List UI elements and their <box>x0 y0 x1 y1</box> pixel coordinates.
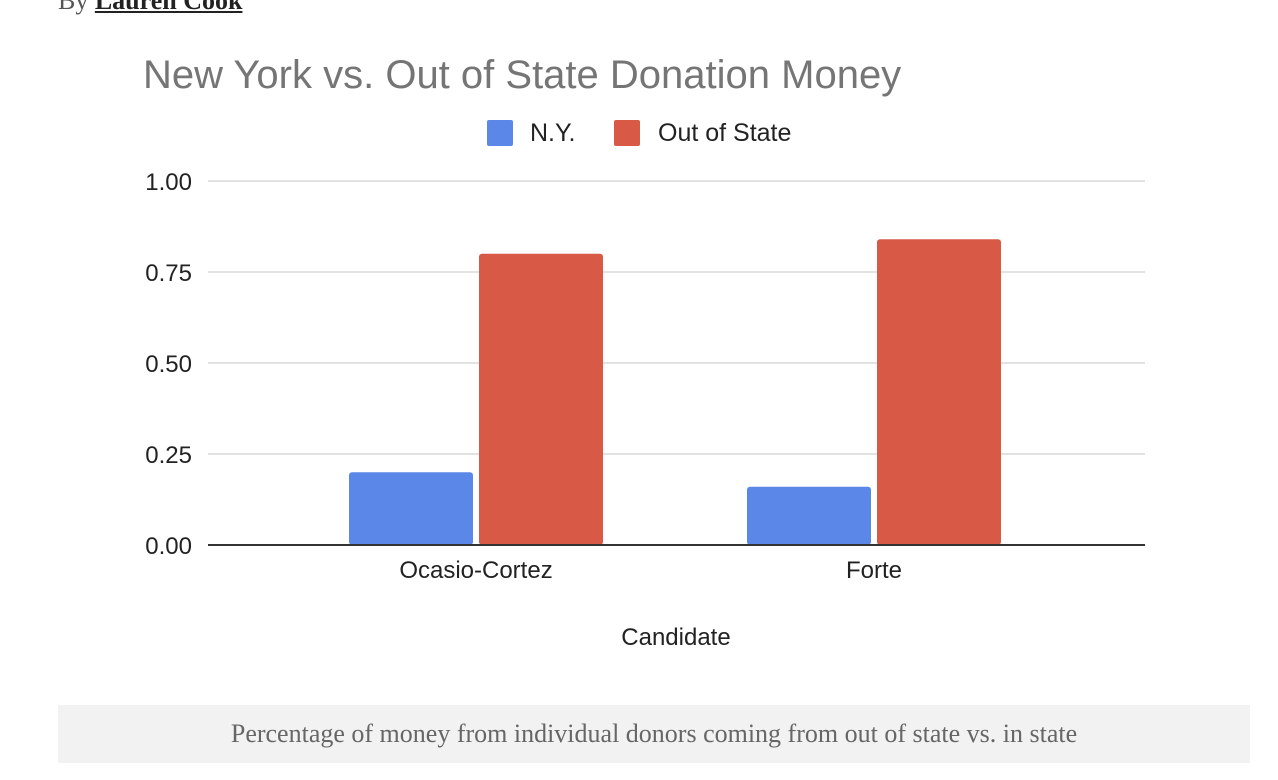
legend-swatch-ny <box>487 120 513 146</box>
bars <box>349 239 1001 546</box>
bar-ny-0 <box>349 472 473 545</box>
x-tick-label: Forte <box>846 557 902 584</box>
legend-swatch-out-of-state <box>614 120 640 146</box>
byline: By Lauren Cook <box>58 0 242 16</box>
gridlines <box>208 180 1145 455</box>
chart-container: New York vs. Out of State Donation Money… <box>143 53 1145 651</box>
y-tick-label: 0.75 <box>145 260 192 287</box>
legend-label-ny: N.Y. <box>530 119 575 147</box>
chart-title: New York vs. Out of State Donation Money <box>143 53 901 97</box>
author-link[interactable]: Lauren Cook <box>94 0 243 15</box>
bar-out-of-state-0 <box>479 253 603 546</box>
legend-label-out-of-state: Out of State <box>658 119 791 147</box>
bar-out-of-state-1 <box>877 239 1001 546</box>
y-tick-label: 1.00 <box>145 169 192 196</box>
chart-legend: N.Y. Out of State <box>487 119 791 147</box>
y-tick-label: 0.00 <box>145 533 192 560</box>
bar-chart: New York vs. Out of State Donation Money… <box>143 53 1145 651</box>
x-tick-label: Ocasio-Cortez <box>399 557 552 584</box>
byline-prefix: By <box>58 0 89 15</box>
y-tick-label: 0.25 <box>145 442 192 469</box>
figure-caption: Percentage of money from individual dono… <box>58 705 1250 763</box>
x-axis-label: Candidate <box>621 624 730 651</box>
x-axis-ticks: Ocasio-Cortez Forte <box>399 557 902 584</box>
caption-text: Percentage of money from individual dono… <box>230 719 1078 748</box>
y-tick-label: 0.50 <box>145 351 192 378</box>
y-axis-ticks: 0.00 0.25 0.50 0.75 1.00 <box>145 169 192 560</box>
bar-ny-1 <box>747 486 871 545</box>
